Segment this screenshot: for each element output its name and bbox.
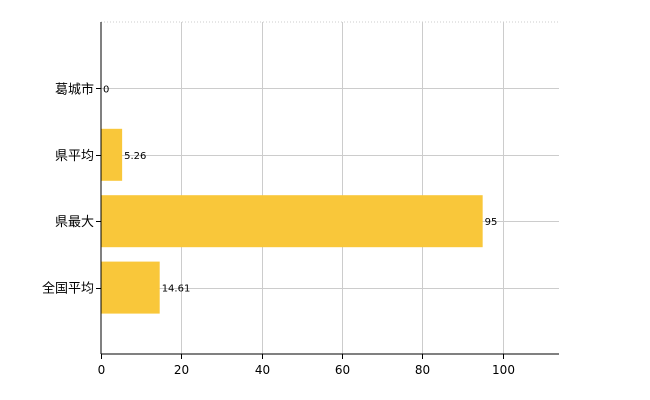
- category-label: 県平均: [55, 149, 94, 164]
- x-ticks: 0 20 40 60 80 100: [98, 354, 515, 377]
- x-tick-label: 60: [335, 363, 350, 377]
- data-label: 95: [485, 217, 498, 228]
- axes: [100, 22, 559, 355]
- bars: [101, 128, 483, 314]
- x-tick-label: 100: [492, 363, 515, 377]
- data-label: 5.26: [124, 151, 146, 162]
- category-label: 全国平均: [42, 281, 94, 297]
- data-label: 0: [103, 84, 109, 95]
- x-tick-label: 20: [174, 363, 189, 377]
- bar-1: [101, 128, 123, 181]
- bar-2: [101, 195, 483, 248]
- category-label: 県最大: [55, 215, 94, 230]
- bar-3: [101, 261, 160, 314]
- x-tick-label: 0: [98, 363, 106, 377]
- grid: [101, 21, 559, 354]
- x-tick-label: 40: [255, 363, 270, 377]
- category-label: 葛城市: [55, 81, 94, 97]
- data-label: 14.61: [162, 284, 191, 295]
- data-labels: 0 5.26 95 14.61: [103, 84, 497, 294]
- x-tick-label: 80: [415, 363, 430, 377]
